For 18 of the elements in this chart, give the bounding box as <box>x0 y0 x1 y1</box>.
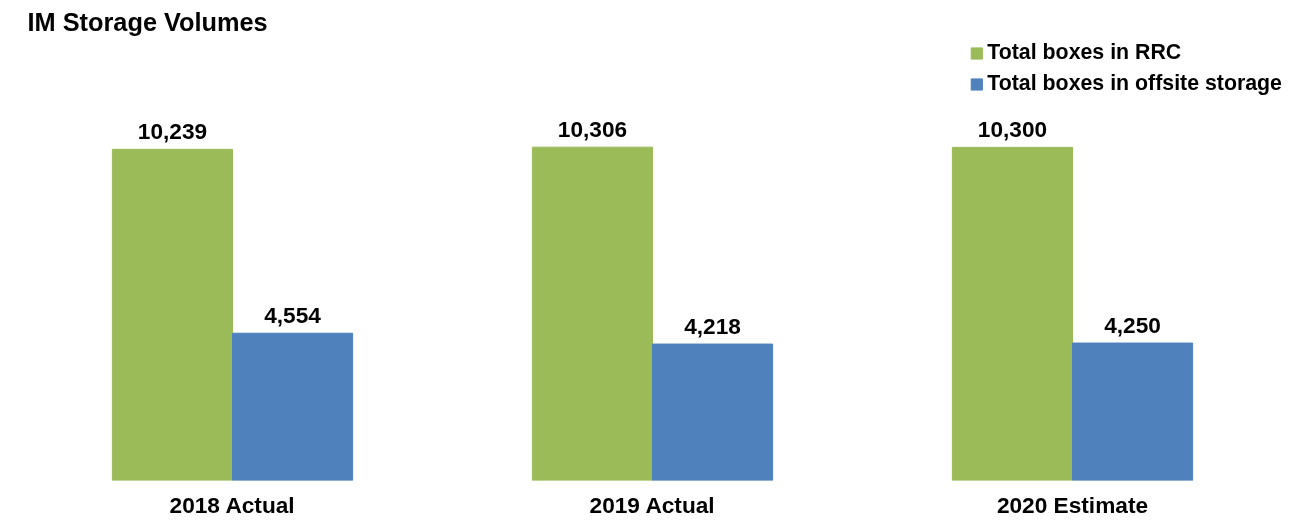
x-tick-label: 2018 Actual <box>169 491 295 518</box>
bar <box>232 332 354 481</box>
data-label: 4,218 <box>684 313 741 340</box>
data-label: 4,554 <box>264 302 322 329</box>
chart-title: IM Storage Volumes <box>27 7 268 36</box>
bar <box>1072 342 1194 481</box>
x-tick-label: 2019 Actual <box>589 491 715 518</box>
data-label: 10,239 <box>137 118 208 145</box>
bar <box>652 343 774 481</box>
legend-label: Total boxes in offsite storage <box>987 71 1282 96</box>
data-label: 10,300 <box>977 116 1048 143</box>
x-tick-label: 2020 Estimate <box>996 491 1149 518</box>
data-label: 10,306 <box>557 116 628 143</box>
bar <box>531 146 653 481</box>
data-label: 4,250 <box>1104 312 1161 339</box>
bar <box>951 146 1073 481</box>
bar <box>111 148 233 481</box>
legend-label: Total boxes in RRC <box>987 40 1182 65</box>
